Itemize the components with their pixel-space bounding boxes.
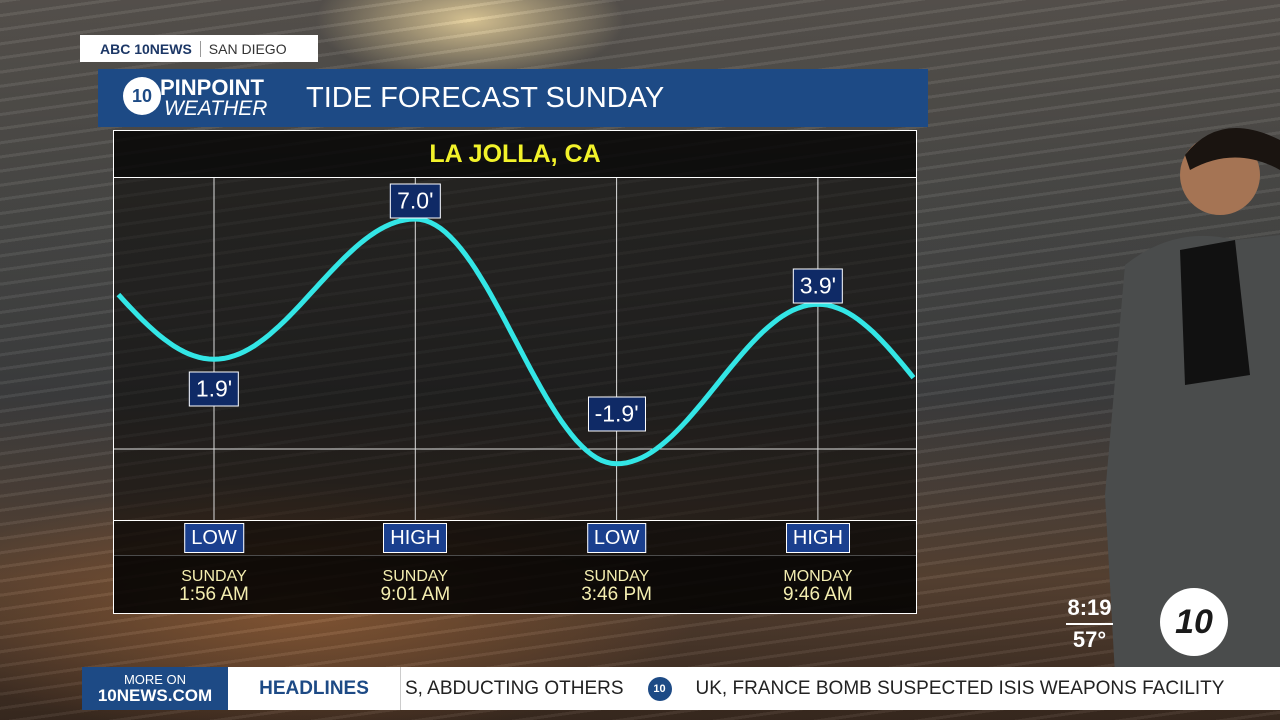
tide-value-label: 7.0': [390, 183, 441, 219]
ticker-items: S, ABDUCTING OTHERS 10 UK, FRANCE BOMB S…: [401, 676, 1280, 701]
graphic-header: 10 PINPOINT WEATHER TIDE FORECAST SUNDAY: [98, 69, 928, 127]
tide-value-label: 3.9': [792, 268, 844, 304]
tide-time-label: SUNDAY 3:46 PM: [557, 568, 677, 604]
more-on-10news-link[interactable]: MORE ON 10NEWS.COM: [82, 667, 228, 710]
tide-value-label: -1.9': [587, 396, 646, 432]
more-on-label: MORE ON: [123, 672, 187, 687]
chart-title: LA JOLLA, CA: [114, 131, 916, 178]
tide-time-row: SUNDAY 1:56 AM SUNDAY 9:01 AM SUNDAY 3:46 PM M…: [114, 555, 916, 613]
tide-day: SUNDAY: [382, 568, 449, 585]
tide-type-label: LOW: [184, 523, 244, 553]
current-time: 8:19: [1067, 595, 1112, 620]
news-ticker: MORE ON 10NEWS.COM HEADLINES S, ABDUCTING…: [82, 667, 1280, 710]
city-name: SAN DIEGO: [208, 40, 287, 57]
tide-type-label: LOW: [586, 523, 647, 553]
tide-time-label: SUNDAY 1:56 AM: [154, 568, 274, 604]
logo-bottom-text: WEATHER: [164, 97, 268, 120]
tide-type-label: HIGH: [785, 523, 850, 553]
pinpoint-weather-logo: 10 PINPOINT WEATHER: [98, 69, 288, 127]
presenter: [1105, 128, 1280, 675]
tide-line: [116, 216, 916, 467]
abc10-mini-logo-icon: 10: [647, 676, 672, 701]
ticker-item: S, ABDUCTING OTHERS: [405, 677, 624, 699]
abc10-logo-icon: 10: [123, 77, 161, 115]
tide-time: 9:46 AM: [783, 584, 853, 605]
tide-plot: [114, 178, 916, 520]
graphic-title: TIDE FORECAST SUNDAY: [306, 81, 665, 114]
tide-time: 3:46 PM: [581, 584, 652, 605]
tide-type-label: HIGH: [383, 523, 448, 553]
site-label: 10NEWS.COM: [97, 686, 213, 705]
tide-day: SUNDAY: [583, 568, 650, 585]
headlines-label: HEADLINES: [228, 667, 401, 710]
network-name: ABC 10NEWS: [80, 40, 201, 57]
tide-chart: LA JOLLA, CA LOW HIGH LOW HIGH SUNDAY 1:56 A…: [113, 130, 917, 614]
tide-value-label: 1.9': [188, 371, 240, 407]
logo-top-text: PINPOINT: [160, 75, 264, 100]
abc10-station-logo-icon: 10: [1160, 588, 1228, 656]
tide-time-label: MONDAY 9:46 AM: [758, 568, 878, 604]
ticker-item: UK, FRANCE BOMB SUSPECTED ISIS WEAPONS F…: [695, 677, 1225, 699]
time-temp-bug: 8:19 57°: [1062, 595, 1117, 653]
tide-day: SUNDAY: [181, 568, 247, 585]
tide-day: MONDAY: [783, 568, 853, 585]
station-brand: ABC 10NEWS SAN DIEGO: [80, 35, 318, 62]
tide-time: 1:56 AM: [179, 584, 249, 605]
tide-time-label: SUNDAY 9:01 AM: [355, 568, 475, 604]
tide-time: 9:01 AM: [380, 584, 451, 605]
current-temp: 57°: [1072, 627, 1107, 652]
tide-type-row: LOW HIGH LOW HIGH: [114, 520, 916, 556]
